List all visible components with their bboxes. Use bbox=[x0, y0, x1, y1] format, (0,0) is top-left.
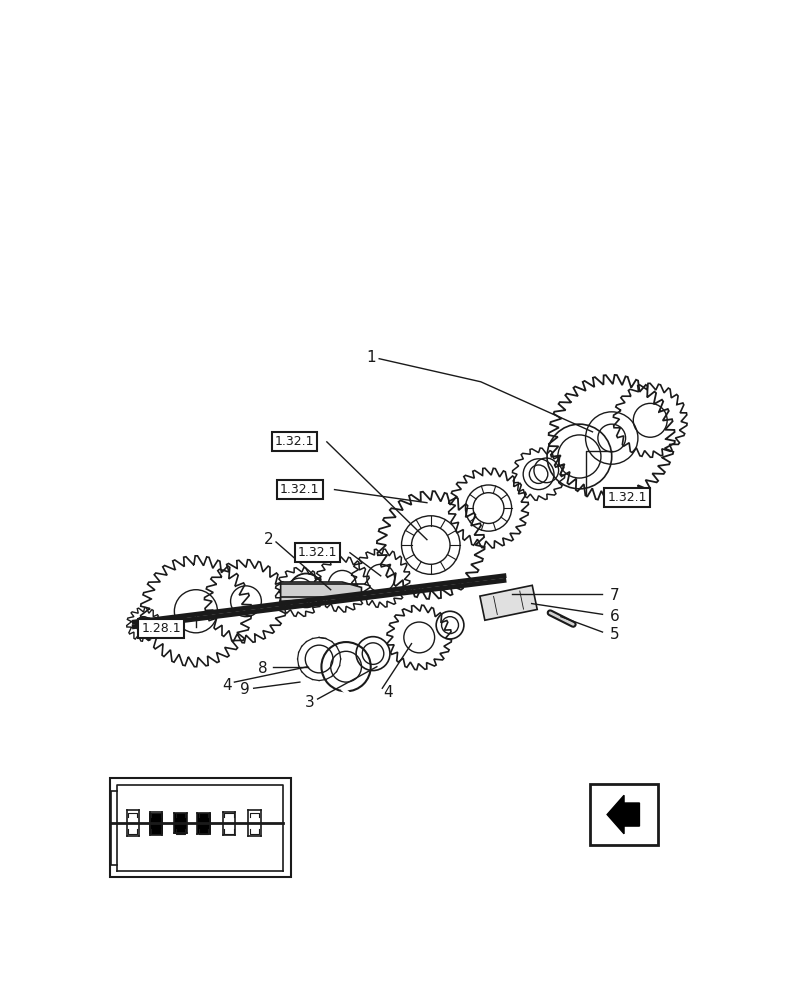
Text: 1.32.1: 1.32.1 bbox=[274, 435, 314, 448]
Text: 4: 4 bbox=[221, 678, 231, 693]
Bar bbox=[109, 778, 290, 877]
Bar bbox=[590, 784, 657, 845]
Text: 7: 7 bbox=[609, 588, 618, 603]
Text: 5: 5 bbox=[609, 627, 618, 642]
Text: 3: 3 bbox=[305, 695, 315, 710]
Polygon shape bbox=[479, 585, 537, 620]
Text: 9: 9 bbox=[239, 682, 249, 697]
Text: 1.28.1: 1.28.1 bbox=[141, 622, 181, 635]
Polygon shape bbox=[281, 582, 361, 601]
Text: 6: 6 bbox=[609, 609, 619, 624]
Bar bbox=[196, 813, 210, 834]
Text: 8: 8 bbox=[258, 661, 268, 676]
Polygon shape bbox=[607, 795, 639, 834]
Bar bbox=[148, 813, 163, 834]
Text: 4: 4 bbox=[383, 685, 393, 700]
Text: 1.32.1: 1.32.1 bbox=[280, 483, 320, 496]
Bar bbox=[174, 813, 187, 834]
Text: 1.32.1: 1.32.1 bbox=[607, 491, 646, 504]
Text: 1.32.1: 1.32.1 bbox=[298, 546, 337, 559]
Text: 1: 1 bbox=[366, 350, 375, 365]
Text: 2: 2 bbox=[264, 532, 273, 547]
